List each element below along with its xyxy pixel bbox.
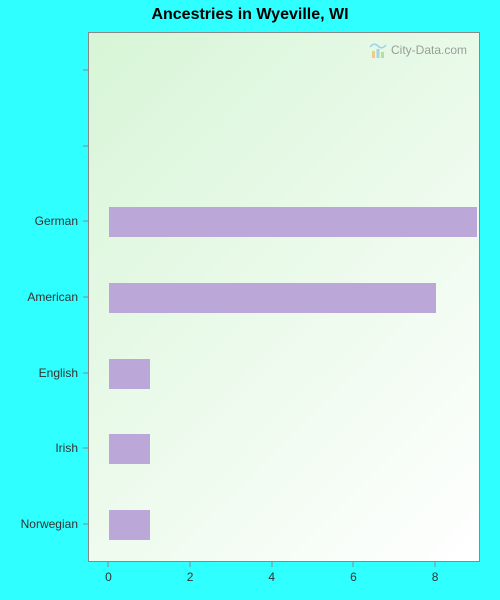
x-tick-label: 2 [187,570,194,584]
y-tick-mark [83,524,88,525]
x-tick-label: 4 [268,570,275,584]
y-tick-label: English [0,366,78,380]
x-tick-label: 8 [432,570,439,584]
y-tick-label: Norwegian [0,517,78,531]
watermark-icon [369,41,387,59]
x-tick-label: 0 [105,570,112,584]
watermark: City-Data.com [369,41,467,59]
plot-area: City-Data.com [88,32,480,562]
page: Ancestries in Wyeville, WI City-Data.com… [0,0,500,600]
y-tick-mark [83,372,88,373]
x-tick-mark [435,562,436,567]
y-tick-mark [83,297,88,298]
bar [109,510,150,540]
bar [109,434,150,464]
watermark-text: City-Data.com [391,43,467,57]
bar [109,207,477,237]
x-tick-label: 6 [350,570,357,584]
bar [109,359,150,389]
y-tick-mark [83,145,88,146]
y-tick-mark [83,221,88,222]
chart-title: Ancestries in Wyeville, WI [0,6,500,24]
x-tick-mark [190,562,191,567]
y-tick-mark [83,448,88,449]
x-tick-mark [353,562,354,567]
bar [109,283,436,313]
x-tick-mark [108,562,109,567]
y-tick-label: American [0,290,78,304]
y-tick-mark [83,69,88,70]
y-tick-label: German [0,214,78,228]
y-tick-label: Irish [0,441,78,455]
x-tick-mark [271,562,272,567]
